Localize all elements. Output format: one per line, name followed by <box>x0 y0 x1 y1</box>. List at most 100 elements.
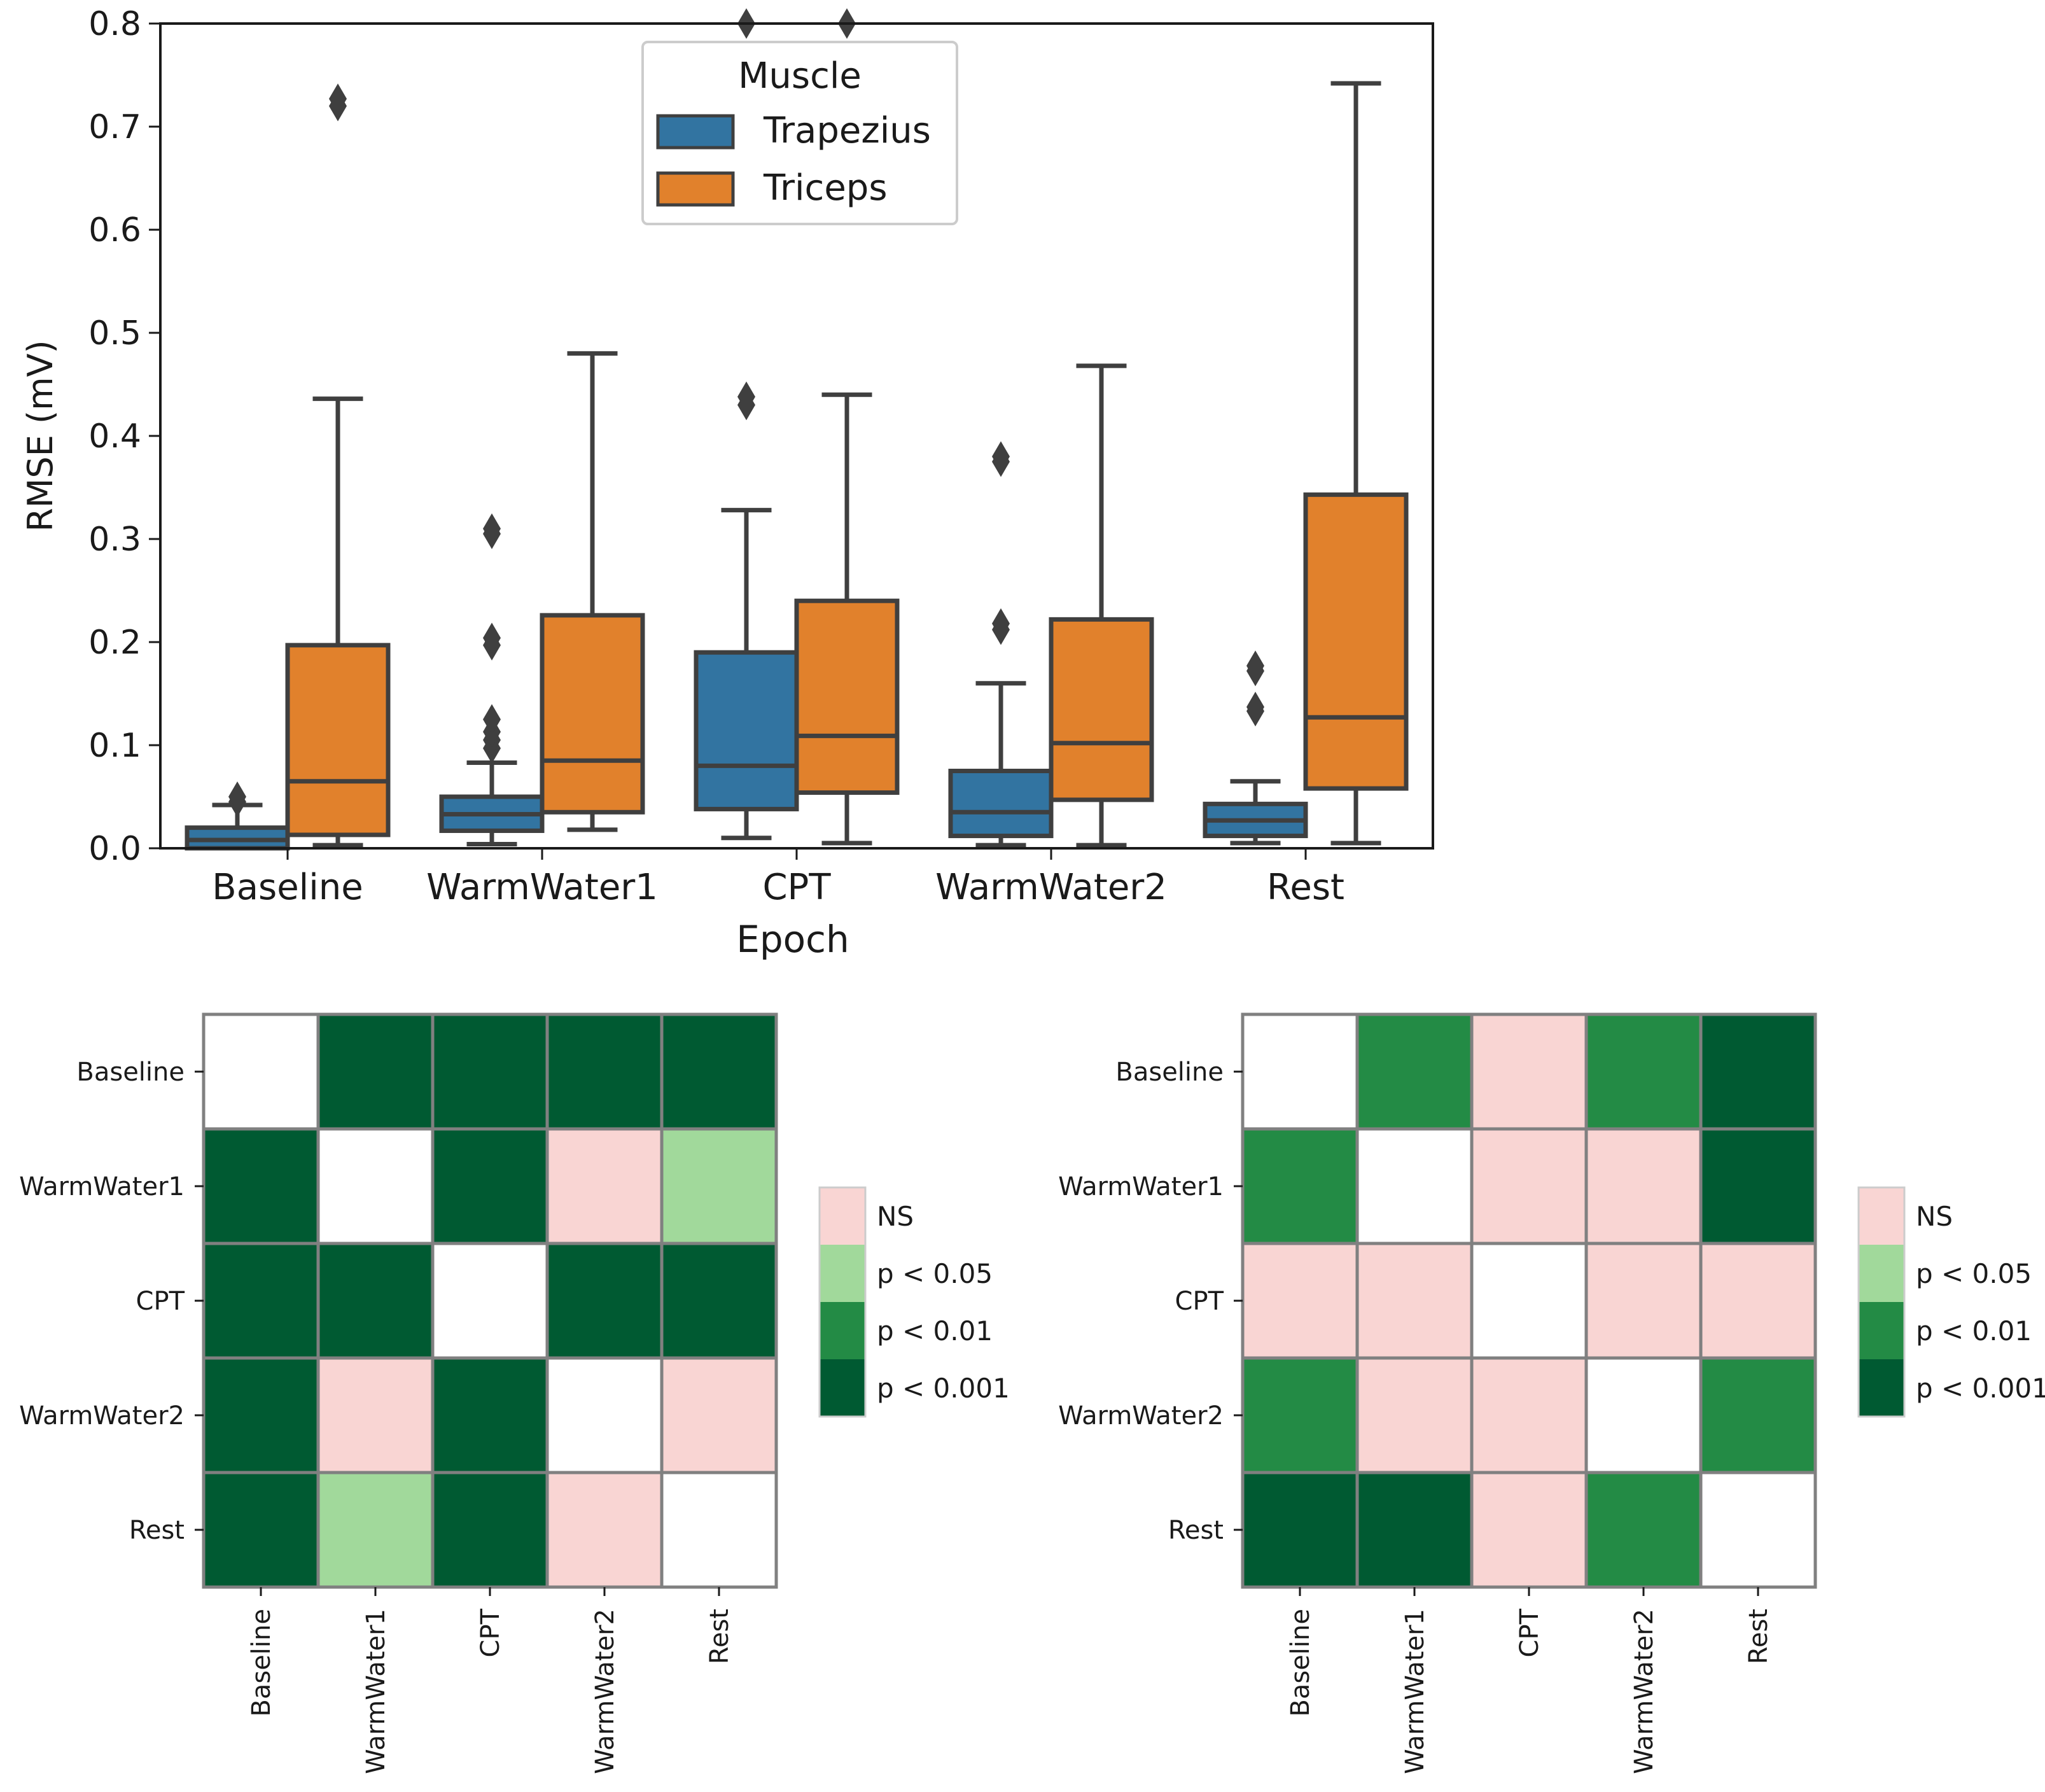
box-trapezius-warmwater2 <box>948 441 1054 848</box>
heatmap-cell <box>431 1127 549 1245</box>
box-triceps-warmwater2 <box>1049 363 1154 848</box>
heatmap-cell <box>1241 1127 1359 1245</box>
box-trapezius-rest <box>1203 650 1308 846</box>
heatmap-cell <box>1355 1242 1474 1360</box>
col-label: WarmWater1 <box>1400 1609 1430 1774</box>
heatmap-legend-label: p < 0.05 <box>1916 1258 2032 1289</box>
boxplot-legend: Muscle Trapezius Triceps <box>641 41 958 225</box>
box-iqr <box>694 650 799 811</box>
heatmap-cell <box>431 1471 549 1589</box>
heatmap-cell <box>316 1012 435 1131</box>
heatmap-cell <box>316 1471 435 1589</box>
outlier-point <box>483 704 501 735</box>
col-label: CPT <box>1515 1608 1544 1657</box>
x-tick-label: CPT <box>762 867 831 908</box>
row-label: WarmWater1 <box>19 1172 185 1201</box>
heatmap-legend-label: p < 0.01 <box>877 1315 993 1347</box>
heatmap-cell <box>431 1356 549 1474</box>
heatmap-legend-label: p < 0.001 <box>877 1373 1010 1404</box>
row-label: Baseline <box>1115 1058 1224 1087</box>
heatmap-cell <box>202 1012 320 1131</box>
legend-label: Triceps <box>763 167 888 209</box>
box-trapezius-baseline <box>185 781 290 851</box>
heatmap-cell <box>1699 1012 1817 1131</box>
heatmap-cell <box>431 1012 549 1131</box>
heatmap-cell <box>1699 1471 1817 1589</box>
x-tick-label: Baseline <box>212 867 363 908</box>
heatmap-cell <box>660 1356 778 1474</box>
heatmap-legend-swatch <box>820 1245 865 1302</box>
col-label: WarmWater2 <box>1630 1609 1659 1774</box>
heatmap-legend-swatch <box>820 1359 865 1417</box>
heatmap-legend-swatch <box>820 1302 865 1359</box>
outlier-point <box>992 441 1010 472</box>
x-tick-label: WarmWater1 <box>426 867 658 908</box>
row-label: CPT <box>1175 1287 1224 1316</box>
col-label: WarmWater1 <box>361 1609 391 1774</box>
heatmap-cell <box>545 1242 664 1360</box>
heatmap-cell <box>545 1012 664 1131</box>
heatmap-legend-label: p < 0.05 <box>877 1258 993 1289</box>
box-trapezius-warmwater1 <box>439 513 545 847</box>
heatmap-cell <box>660 1127 778 1245</box>
heatmap-cell <box>1699 1127 1817 1245</box>
heatmap-cell <box>1470 1356 1588 1474</box>
y-tick-label: 0.8 <box>88 5 141 43</box>
heatmap-cell <box>660 1471 778 1589</box>
heatmap-legend-frame <box>1857 1186 1906 1418</box>
box-triceps-baseline <box>285 83 391 848</box>
heatmap-cell <box>1699 1356 1817 1474</box>
heatmap-cell <box>202 1471 320 1589</box>
heatmap-legend-label: p < 0.001 <box>1916 1373 2045 1404</box>
outlier-point <box>1246 650 1264 682</box>
heatmap-legend-swatch <box>820 1187 865 1245</box>
heatmap-legend-label: NS <box>877 1201 914 1232</box>
row-label: Rest <box>129 1516 185 1545</box>
heatmap-cell <box>1584 1471 1703 1589</box>
heatmap-cell <box>316 1356 435 1474</box>
outlier-point <box>737 381 755 412</box>
heatmap-cell <box>545 1356 664 1474</box>
x-tick-label: WarmWater2 <box>935 867 1167 908</box>
row-label: CPT <box>136 1287 185 1316</box>
y-tick-label: 0.2 <box>88 624 141 662</box>
outlier-point <box>483 622 501 654</box>
heatmap-cell <box>202 1242 320 1360</box>
legend-swatch <box>656 114 735 150</box>
heatmap-cell <box>316 1127 435 1245</box>
x-axis-label: Epoch <box>736 918 849 961</box>
legend-label: Trapezius <box>763 110 931 151</box>
heatmap-cell <box>1241 1471 1359 1589</box>
row-label: Baseline <box>76 1058 185 1087</box>
heatmap-legend-swatch <box>1859 1302 1904 1359</box>
col-label: Rest <box>705 1609 734 1664</box>
heatmap-cell <box>1355 1471 1474 1589</box>
box-iqr <box>948 769 1054 839</box>
col-label: Rest <box>1744 1609 1773 1664</box>
heatmap-cell <box>1241 1012 1359 1131</box>
col-label: Baseline <box>1286 1609 1315 1717</box>
heatmap-cell <box>660 1012 778 1131</box>
heatmap-cell <box>1470 1471 1588 1589</box>
heatmap-legend-label: NS <box>1916 1201 1953 1232</box>
y-tick-label: 0.1 <box>88 727 141 765</box>
outlier-point <box>1246 692 1264 723</box>
boxplot-chart: 0.0 0.1 0.2 0.3 0.4 0.5 0.6 0.7 0.8 Baseline WarmW… <box>20 5 1434 961</box>
box-iqr <box>1303 492 1409 791</box>
outlier-point <box>992 608 1010 639</box>
box-iqr <box>794 598 900 795</box>
heatmap-cell <box>1699 1242 1817 1360</box>
heatmap-cell <box>1241 1356 1359 1474</box>
x-tick-label: Rest <box>1267 867 1344 908</box>
col-label: WarmWater2 <box>590 1609 620 1774</box>
outlier-point <box>483 513 501 544</box>
heatmap-cell <box>545 1127 664 1245</box>
y-tick-label: 0.5 <box>88 314 141 353</box>
heatmap-2: Baseline WarmWater1 CPT WarmWater2 Rest Basel… <box>1058 1012 2045 1774</box>
heatmap-cell <box>202 1356 320 1474</box>
y-tick-label: 0.6 <box>88 211 141 249</box>
heatmap-legend-label: p < 0.01 <box>1916 1315 2032 1347</box>
row-label: WarmWater2 <box>19 1401 185 1431</box>
heatmap-cell <box>1470 1127 1588 1245</box>
